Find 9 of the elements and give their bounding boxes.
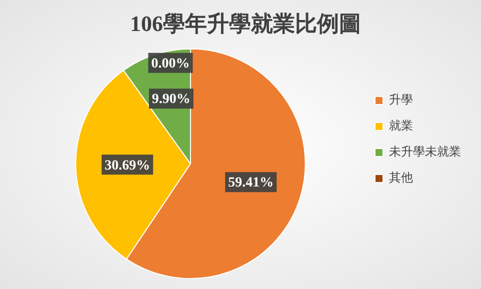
legend-label: 就業: [389, 118, 413, 133]
text: 0.00%: [151, 56, 190, 72]
data-label: 9.90%: [152, 92, 190, 108]
data-label: 30.69%: [104, 158, 150, 174]
legend-label: 升學: [389, 92, 413, 107]
data-label: 59.41%: [228, 176, 274, 191]
legend-label: 未升學未就業: [389, 144, 461, 159]
chart-title: 106學年升學就業比例圖: [130, 10, 361, 36]
legend-label: 其他: [389, 170, 413, 185]
